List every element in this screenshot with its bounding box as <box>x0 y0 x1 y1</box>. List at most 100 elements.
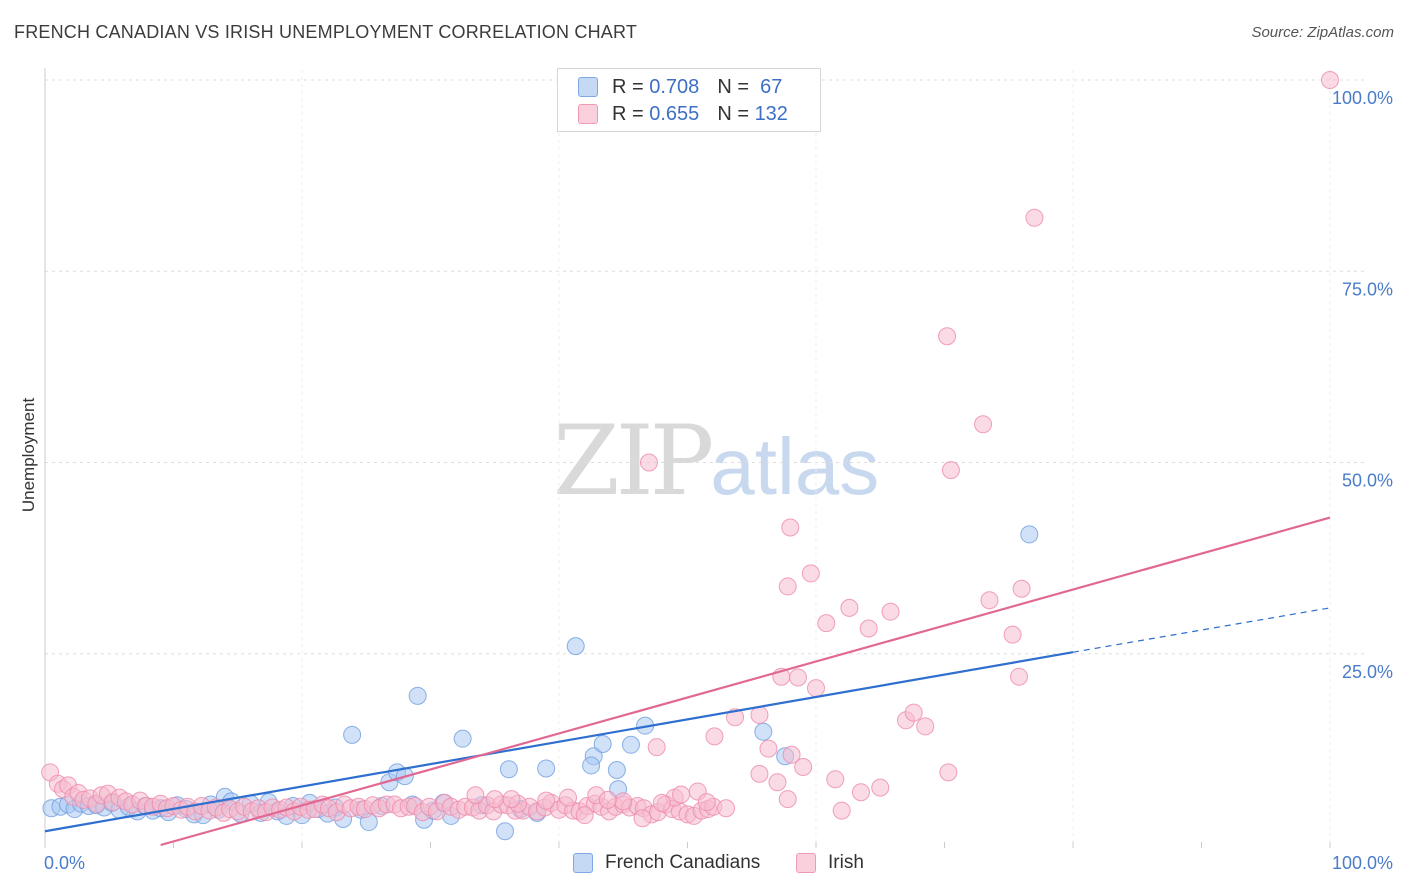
legend-row-french-canadians: R = 0.708 N = 67 <box>578 75 782 99</box>
data-point <box>750 764 769 783</box>
data-point <box>621 735 640 754</box>
axes <box>44 68 1331 848</box>
data-point <box>974 415 993 434</box>
data-point <box>652 793 671 812</box>
bottom-legend-swatch-irish <box>796 853 816 873</box>
trend-line-extension-french-canadians <box>1072 607 1331 653</box>
y-tick-label: 100.0% <box>1332 88 1393 108</box>
data-points <box>41 71 1339 841</box>
series-irish <box>41 71 1339 828</box>
data-point <box>750 705 769 724</box>
y-tick-label: 50.0% <box>1342 471 1393 491</box>
data-point <box>859 619 878 638</box>
data-point <box>408 686 427 705</box>
watermark-atlas: atlas <box>710 422 880 511</box>
data-point <box>537 791 556 810</box>
data-point <box>453 729 472 748</box>
data-point <box>871 778 890 797</box>
y-tick-label: 75.0% <box>1342 279 1393 299</box>
data-point <box>593 735 612 754</box>
data-point <box>851 783 870 802</box>
data-point <box>782 745 801 764</box>
source-label: Source: ZipAtlas.com <box>1251 24 1394 41</box>
data-point <box>343 725 362 744</box>
data-point <box>537 759 556 778</box>
data-point <box>485 790 504 809</box>
data-point <box>502 790 521 809</box>
data-point <box>778 790 797 809</box>
data-point <box>697 793 716 812</box>
data-point <box>1012 579 1031 598</box>
data-point <box>789 668 808 687</box>
legend-r-label: R = <box>612 102 650 125</box>
bottom-legend-irish: Irish <box>796 852 864 874</box>
data-point <box>1020 525 1039 544</box>
data-point <box>778 577 797 596</box>
tick-labels: 25.0% 50.0% 75.0% 100.0% 0.0% 100.0% <box>44 88 1393 873</box>
data-point <box>726 708 745 727</box>
data-point <box>817 614 836 633</box>
chart-title: FRENCH CANADIAN VS IRISH UNEMPLOYMENT CO… <box>14 22 638 42</box>
y-tick-label: 25.0% <box>1342 662 1393 682</box>
data-point <box>466 786 485 805</box>
legend-row-irish: R = 0.655 N = 132 <box>578 102 788 126</box>
bottom-legend-label-french-canadians: French Canadians <box>605 852 761 873</box>
legend-r-value: 0.708 <box>649 75 700 98</box>
trend-line-irish <box>160 516 1331 847</box>
legend-r-label: R = <box>612 75 650 98</box>
data-point <box>754 722 773 741</box>
data-point <box>904 703 923 722</box>
data-point <box>717 799 736 818</box>
data-point <box>938 327 957 346</box>
series-french-canadians <box>42 525 1039 841</box>
legend-n-label: N = <box>717 75 755 98</box>
data-point <box>840 598 859 617</box>
x-tick-label-min: 0.0% <box>44 853 85 873</box>
correlation-legend: R = 0.708 N = 67 R = 0.655 N = 132 <box>557 68 821 132</box>
trend-lines <box>44 516 1331 847</box>
data-point <box>499 760 518 779</box>
watermark: ZIPatlas <box>553 405 879 517</box>
data-point <box>496 822 515 841</box>
grid-lines <box>44 70 1365 845</box>
data-point <box>1321 71 1339 89</box>
data-point <box>647 738 666 757</box>
data-point <box>705 727 724 746</box>
data-point <box>759 739 778 758</box>
data-point <box>807 679 825 698</box>
data-point <box>598 790 617 809</box>
legend-r-value: 0.655 <box>649 102 700 125</box>
data-point <box>633 809 652 828</box>
data-point <box>939 763 958 782</box>
data-point <box>794 757 813 776</box>
data-point <box>832 801 851 820</box>
x-tick-label-max: 100.0% <box>1332 853 1393 873</box>
data-point <box>801 564 820 583</box>
data-point <box>614 792 633 811</box>
legend-swatch-irish <box>578 104 598 124</box>
data-point <box>582 756 601 775</box>
watermark-zip: ZIP <box>553 405 714 517</box>
bottom-legend-swatch-french-canadians <box>573 853 593 873</box>
data-point <box>916 717 935 736</box>
data-point <box>781 518 800 537</box>
bottom-legend-french-canadians: French Canadians <box>573 852 760 874</box>
legend-swatch-french-canadians <box>578 77 598 97</box>
bottom-legend-label-irish: Irish <box>828 852 864 873</box>
data-point <box>1003 625 1022 644</box>
legend-n-value: 67 <box>754 75 783 98</box>
trend-line-french-canadians <box>44 651 1074 833</box>
data-point <box>1025 208 1044 227</box>
data-point <box>566 637 585 656</box>
data-point <box>575 806 594 825</box>
data-point <box>639 453 658 472</box>
data-point <box>826 770 845 789</box>
data-point <box>941 461 960 480</box>
data-point <box>768 773 787 792</box>
legend-n-label: N = <box>717 102 755 125</box>
data-point <box>607 761 626 780</box>
data-point <box>881 602 900 621</box>
data-point <box>672 785 691 804</box>
data-point <box>558 788 577 807</box>
